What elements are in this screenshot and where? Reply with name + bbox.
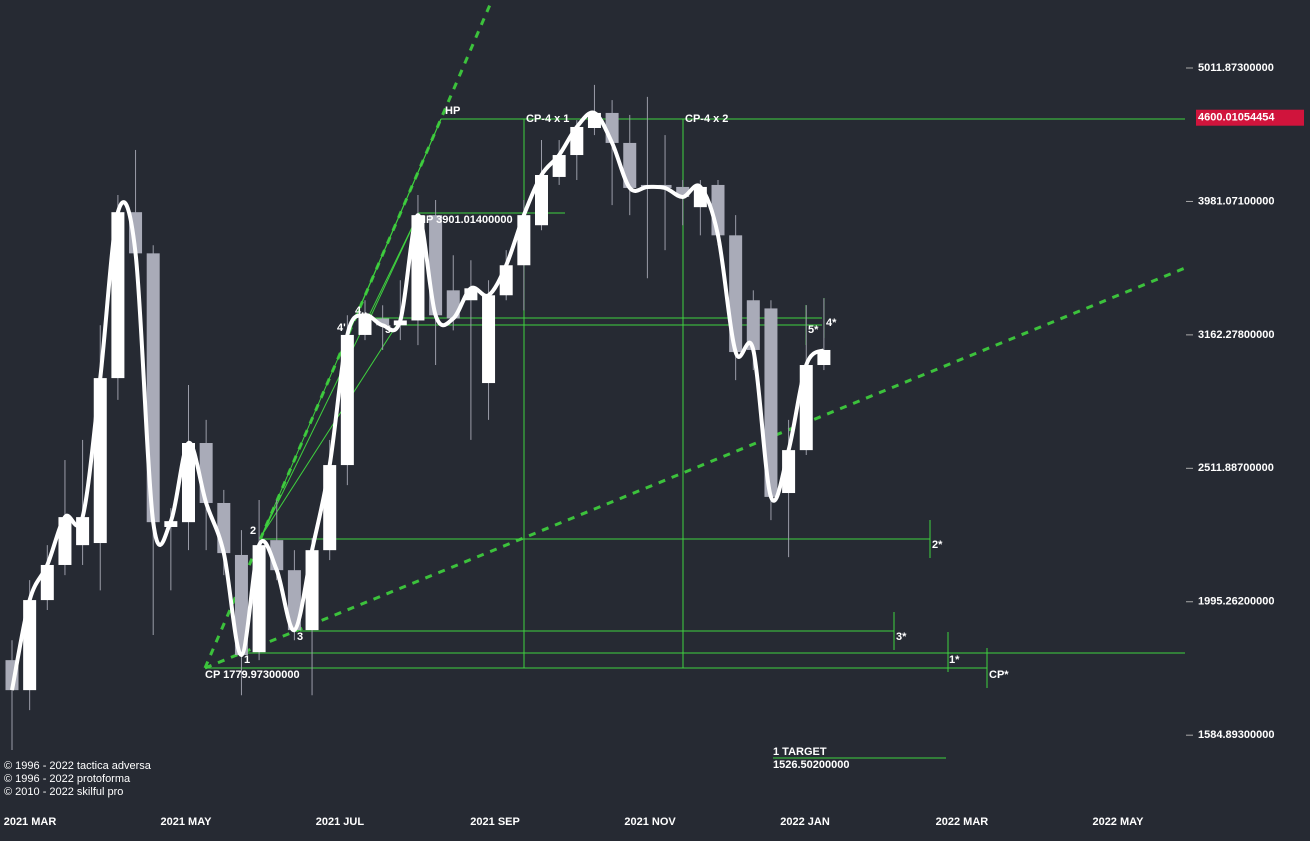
annotation: 5 [385,324,391,336]
annotation: 4' [337,322,346,334]
candle-body [817,349,831,366]
candle-body [111,212,125,379]
candle-body [58,517,72,565]
x-tick-label: 2022 JAN [780,816,830,828]
candle-body [623,142,637,188]
price-badge [1196,109,1304,126]
annotation: 1526.50200000 [773,759,849,771]
candle-body [482,295,496,384]
candle-body [376,318,390,326]
candle-body [464,288,478,301]
annotation: CP-4 x 2 [685,113,728,125]
candle-body [729,235,743,353]
annotation: CP* [989,669,1009,681]
trend-line [203,0,494,669]
fan-line [354,118,442,319]
x-tick-label: 2021 NOV [624,816,676,828]
annotation: CP 1779.97300000 [205,669,300,681]
annotation: 4.. [355,305,367,317]
annotation: 3* [896,631,907,643]
candle-body [182,443,195,523]
trend-line [204,266,1186,670]
y-tick-label: 2511.88700000 [1198,462,1274,474]
close-curve [10,110,826,691]
copyright: © 1996 - 2022 protoforma [4,773,131,785]
annotation: 4* [826,317,837,329]
x-tick-label: 2022 MAR [936,816,989,828]
candle-body [764,308,778,497]
annotation: 1* [949,654,960,666]
candle-body [234,554,248,656]
annotation: 1 TARGET [773,746,827,758]
candle-body [305,550,319,631]
annotation: 5* [808,324,819,336]
x-tick-label: 2022 MAY [1092,816,1144,828]
fan-line [369,214,419,319]
annotation: 2* [932,539,943,551]
y-tick-label: 3162.27800000 [1198,329,1274,341]
price-label: 4600.01054454 [1198,112,1275,124]
x-tick-label: 2021 SEP [470,816,520,828]
annotation: 1 [244,654,250,666]
y-tick-label: 1584.89300000 [1198,729,1274,741]
copyright: © 2010 - 2022 skilful pro [4,786,123,798]
x-tick-label: 2021 MAR [4,816,57,828]
x-tick-label: 2021 MAY [161,816,213,828]
candles [5,84,831,750]
fan-line [261,319,401,536]
annotation: CP-4 x 1 [526,113,569,125]
candle-body [746,300,760,350]
annotation: 2 [250,525,256,537]
copyright: © 1996 - 2022 tactica adversa [4,760,152,772]
y-tick-label: 1995.26200000 [1198,596,1274,608]
annotation: HP 3901.01400000 [418,214,513,226]
y-tick-label: 3981.07100000 [1198,195,1274,207]
candle-body [676,186,690,197]
candle-body [287,570,301,631]
x-tick-label: 2021 JUL [316,816,365,828]
candle-body [411,215,425,321]
candle-body [358,315,372,335]
candle-body [535,174,548,226]
y-tick-label: 5011.87300000 [1198,62,1274,74]
candle-body [323,465,337,551]
annotation: 3 [297,631,303,643]
candle-body [199,443,213,503]
annotation: HP [445,105,460,117]
